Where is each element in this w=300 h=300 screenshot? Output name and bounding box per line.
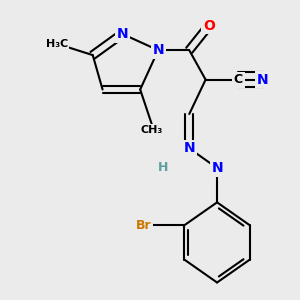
Text: O: O — [203, 19, 215, 33]
Text: N: N — [152, 43, 164, 57]
Text: Br: Br — [136, 219, 151, 232]
Text: N: N — [211, 161, 223, 175]
Text: C: C — [234, 73, 243, 86]
Text: N: N — [116, 27, 128, 41]
Text: H₃C: H₃C — [46, 39, 68, 49]
Text: CH₃: CH₃ — [140, 125, 163, 136]
Text: H: H — [158, 161, 168, 175]
Text: N: N — [183, 141, 195, 155]
Text: N: N — [257, 73, 269, 87]
